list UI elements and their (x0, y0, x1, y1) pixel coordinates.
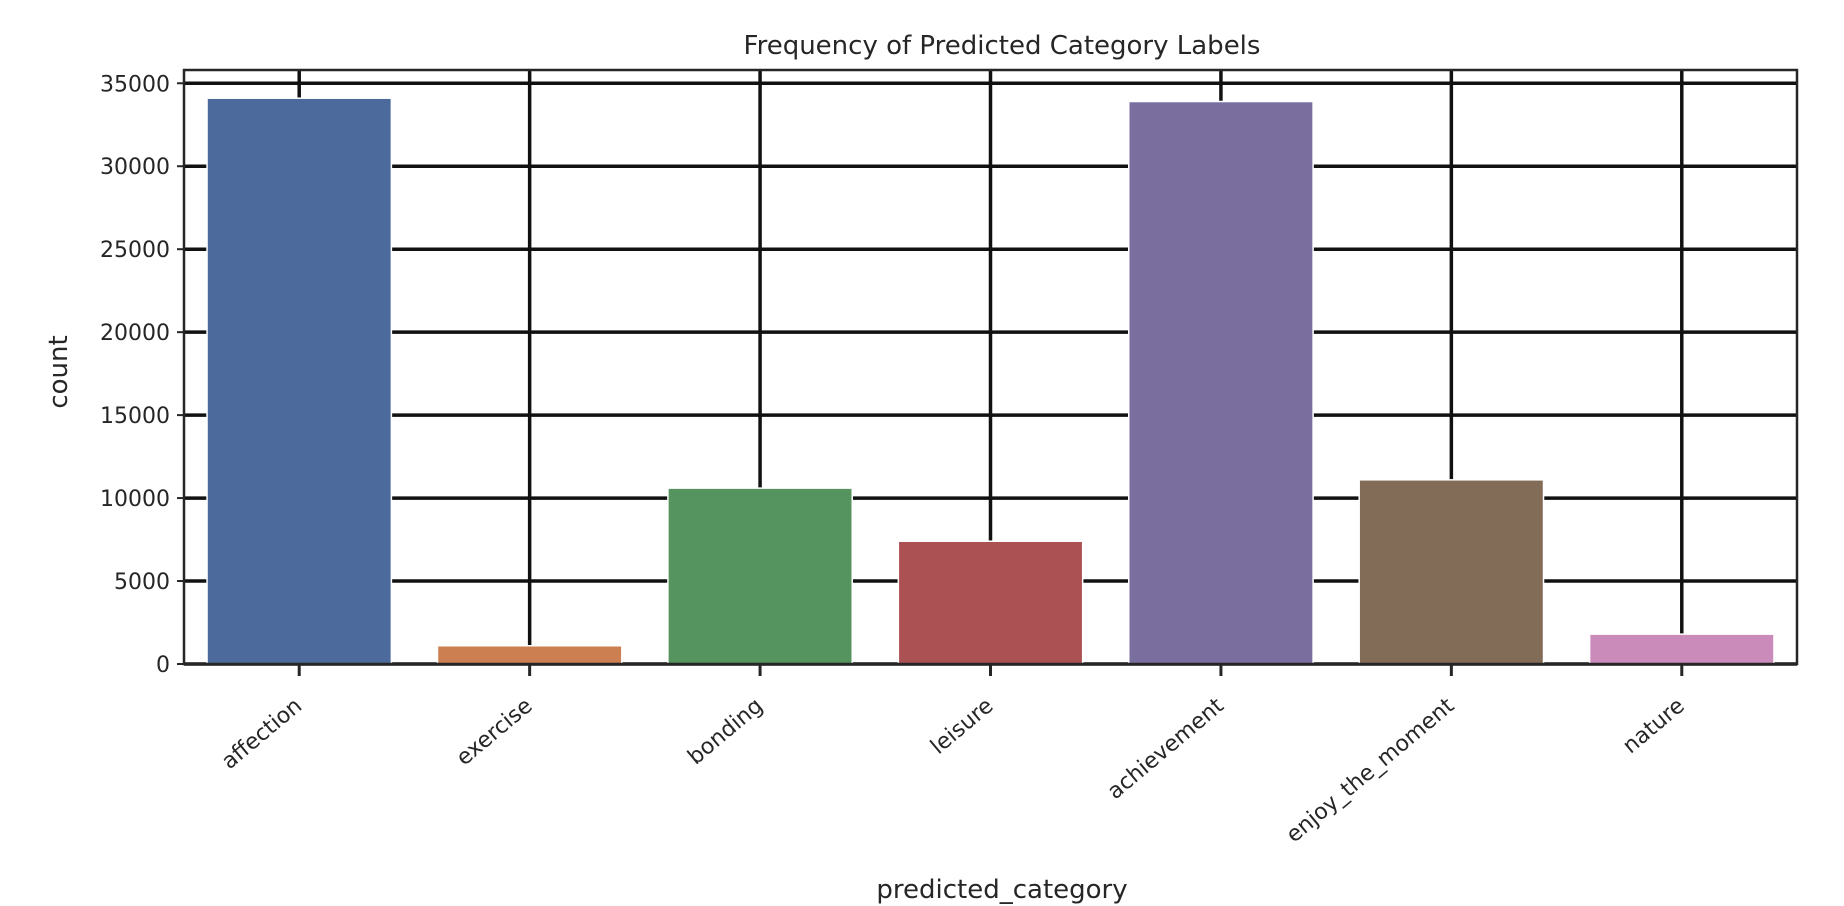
x-tick-label: bonding (683, 693, 768, 770)
x-axis-title: predicted_category (876, 875, 1127, 905)
bar-enjoy_the_moment (1358, 479, 1545, 665)
x-tick-label: leisure (926, 693, 998, 759)
y-tick-label: 25000 (100, 238, 170, 263)
y-tick-label: 10000 (100, 487, 170, 512)
y-tick-label: 15000 (100, 404, 170, 429)
x-axis-ticks: affection exercise bonding leisure achieveme… (217, 664, 1690, 848)
y-tick-label: 0 (156, 653, 170, 678)
chart-title: Frequency of Predicted Category Labels (744, 31, 1261, 61)
bar-bonding (667, 487, 853, 665)
x-tick-label: achievement (1103, 693, 1229, 804)
y-tick-label: 5000 (114, 570, 170, 595)
bar-achievement (1128, 100, 1314, 665)
x-tick-label: affection (217, 693, 307, 774)
bar-exercise (436, 644, 623, 665)
y-tick-label: 30000 (100, 155, 170, 180)
x-tick-label: nature (1618, 693, 1689, 758)
y-axis-title: count (44, 335, 74, 408)
bar-affection (206, 97, 393, 665)
y-axis-ticks: 0 5000 10000 15000 20000 25000 30000 35000 (100, 72, 184, 678)
bars (206, 97, 1775, 665)
y-tick-label: 35000 (100, 72, 170, 97)
y-tick-label: 20000 (100, 321, 170, 346)
bar-nature (1588, 633, 1775, 665)
x-tick-label: exercise (452, 693, 538, 771)
x-tick-label: enjoy_the_moment (1282, 693, 1460, 848)
bar-leisure (897, 540, 1084, 665)
